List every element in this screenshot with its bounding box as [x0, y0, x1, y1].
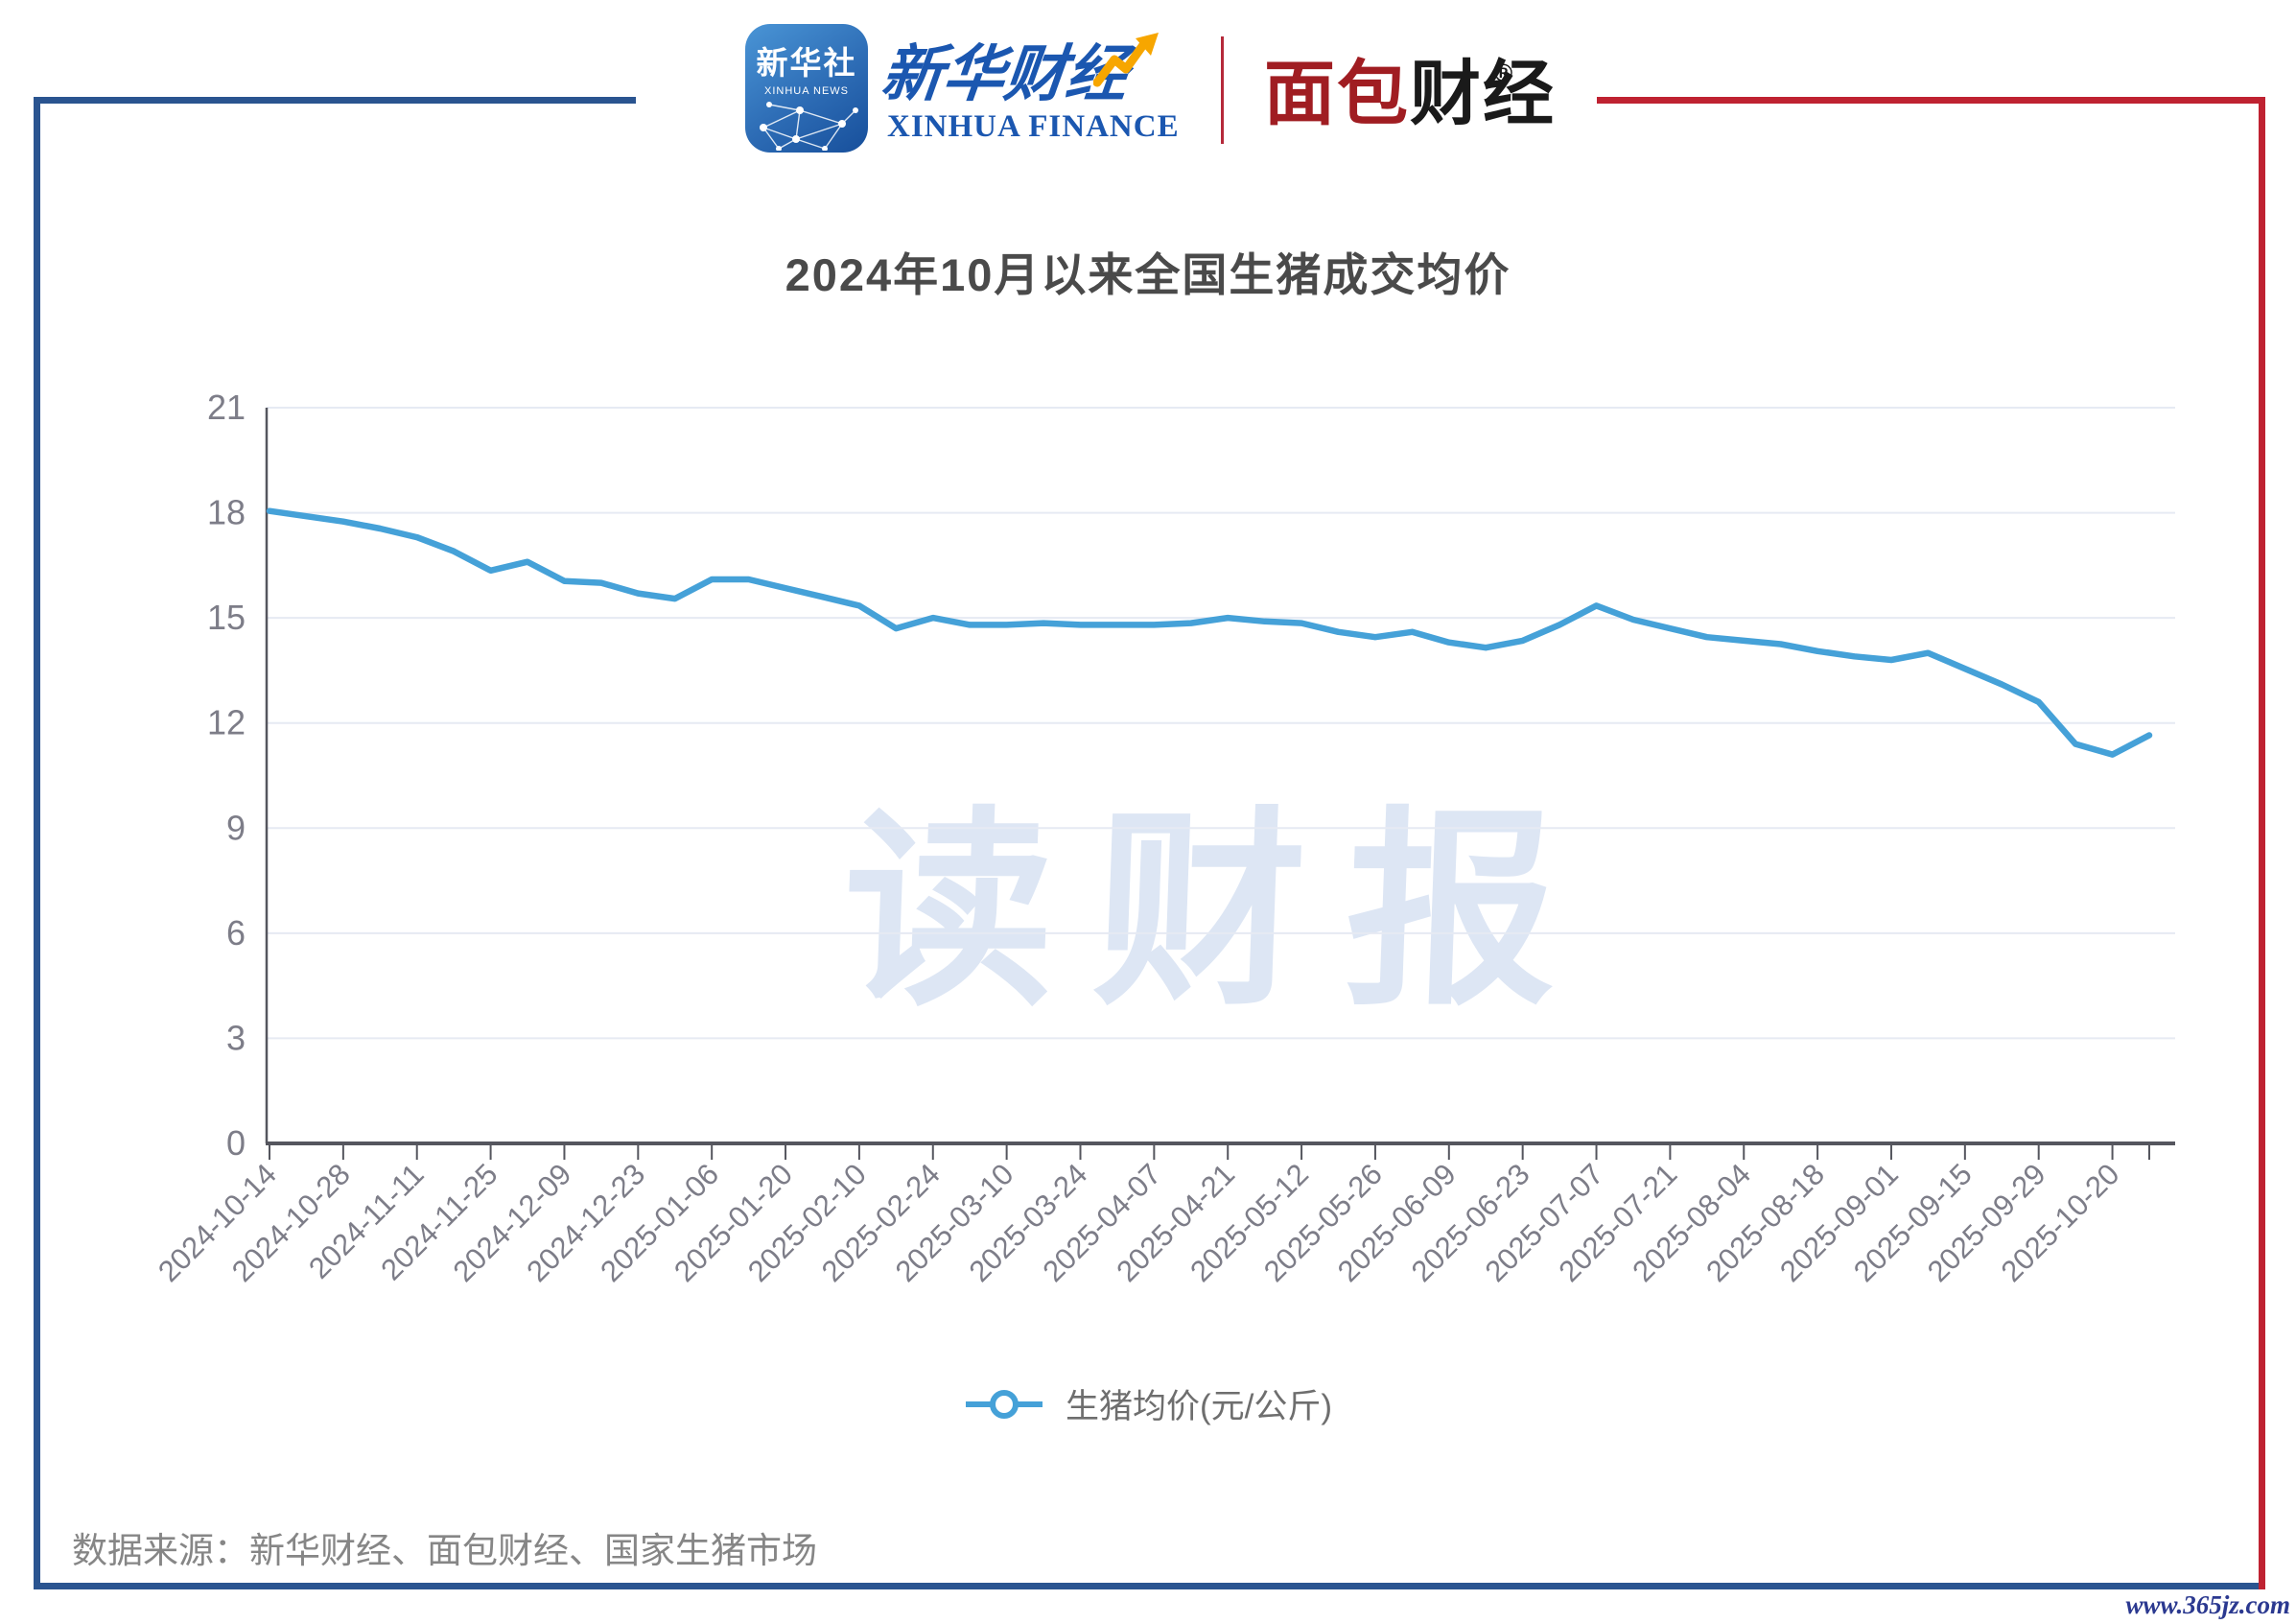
xinhua-news-app-icon: 新华社 XINHUA NEWS [745, 24, 868, 153]
xinhua-news-icon-cn: 新华社 [756, 45, 857, 81]
y-axis-tick-label: 9 [226, 808, 246, 847]
y-axis-tick-label: 12 [207, 703, 246, 742]
network-globe-icon [760, 102, 858, 152]
frame-border-red-right [2259, 97, 2265, 1589]
header-divider [1221, 36, 1224, 144]
site-url[interactable]: www.365jz.com [2125, 1590, 2290, 1619]
legend-line-marker-icon [965, 1389, 1043, 1419]
legend[interactable]: 生猪均价(元/公斤) [0, 1379, 2296, 1428]
legend-label: 生猪均价(元/公斤) [1065, 1388, 1333, 1425]
y-axis-tick-label: 6 [226, 913, 246, 953]
y-axis-tick-label: 18 [207, 493, 246, 532]
y-axis-tick-label: 21 [207, 388, 246, 427]
frame-border-blue-top [34, 97, 636, 104]
mianbao-logo-red-part: 面包 [1264, 54, 1410, 133]
y-axis-tick-label: 3 [226, 1018, 246, 1057]
frame-border-red-top [1597, 97, 2265, 104]
mianbao-finance-logo: 面包财经 ® [1264, 46, 1556, 142]
price-line-series [266, 507, 2153, 758]
frame-border-blue-left [34, 97, 40, 1589]
y-axis-tick-label: 0 [226, 1123, 246, 1163]
registered-trademark-icon: ® [1494, 59, 1515, 87]
frame-border-blue-bottom [34, 1583, 2265, 1589]
mianbao-logo-black-part: 财经 [1410, 54, 1556, 133]
data-source-note: 数据来源：新华财经、面包财经、国家生猪市场 [72, 1531, 817, 1570]
stock-arrow-icon [1093, 33, 1159, 87]
chart-title: 2024年10月以来全国生猪成交均价 [785, 249, 1511, 300]
y-axis-tick-label: 15 [207, 598, 246, 637]
xinhua-finance-logo-en: XINHUA FINANCE [887, 109, 1180, 144]
xinhua-news-icon-en: XINHUA NEWS [763, 85, 849, 97]
